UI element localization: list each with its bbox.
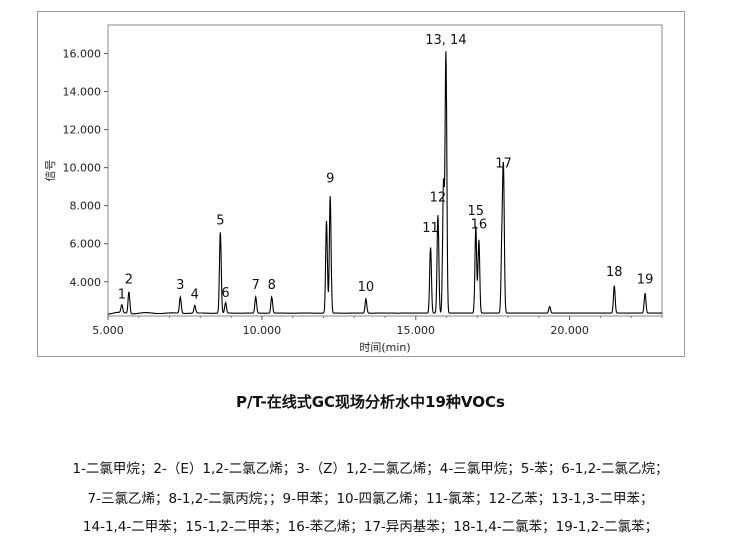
peak-label: 10: [358, 280, 375, 295]
chart-caption: P/T-在线式GC现场分析水中19种VOCs: [236, 393, 505, 411]
peak-label: 19: [637, 272, 654, 287]
y-tick-label: 12.000: [63, 124, 102, 137]
y-axis-label: 信号: [44, 160, 57, 182]
y-tick-label: 6.000: [70, 238, 102, 251]
y-tick-label: 8.000: [70, 200, 102, 213]
compound-legend-line-3: 14-1,4-二甲苯；15-1,2-二甲苯；16-苯乙烯；17-异丙基苯；18-…: [82, 519, 659, 535]
y-tick-label: 10.000: [63, 162, 102, 175]
peak-label: 9: [326, 172, 334, 187]
peak-label: 8: [268, 278, 276, 293]
peak-label: 4: [191, 288, 199, 303]
peak-label: 18: [606, 265, 623, 280]
peak-label: 7: [252, 278, 260, 293]
plot-area-border: [107, 24, 663, 317]
compound-legend-line-1: 1-二氯甲烷；2-（E）1,2-二氯乙烯；3-（Z）1,2-二氯乙烯；4-三氯甲…: [72, 461, 669, 477]
peak-label: 1: [118, 288, 126, 303]
peak-label: 17: [495, 156, 512, 171]
chromatogram-trace: [108, 51, 662, 315]
peak-label: 2: [125, 272, 133, 287]
x-axis-label: 时间(min): [359, 341, 410, 354]
peak-label: 5: [216, 214, 224, 229]
peak-label: 15: [468, 204, 485, 219]
x-tick-label: 5.000: [92, 324, 124, 337]
chromatogram-frame: 4.000 6.000 8.000 10.000 12.000 14.000 16.000 5…: [37, 11, 685, 357]
peak-label: 6: [221, 286, 229, 301]
x-tick-label: 15.000: [397, 324, 436, 337]
x-tick-label: 20.000: [550, 324, 589, 337]
peak-label: 16: [471, 217, 488, 232]
chromatogram-chart: 4.000 6.000 8.000 10.000 12.000 14.000 16.000 5…: [44, 24, 663, 354]
peak-label: 3: [176, 278, 184, 293]
x-tick-label: 10.000: [243, 324, 282, 337]
peak-label: 11: [422, 221, 439, 236]
y-tick-label: 4.000: [70, 276, 102, 289]
peak-label: 12: [430, 191, 447, 206]
compound-legend-line-2: 7-三氯乙烯；8-1,2-二氯丙烷；；9-甲苯；10-四氯乙烯；11-氯苯；12…: [87, 491, 654, 507]
y-tick-label: 16.000: [63, 48, 102, 61]
peak-label: 13, 14: [425, 33, 466, 48]
y-tick-label: 14.000: [63, 86, 102, 99]
